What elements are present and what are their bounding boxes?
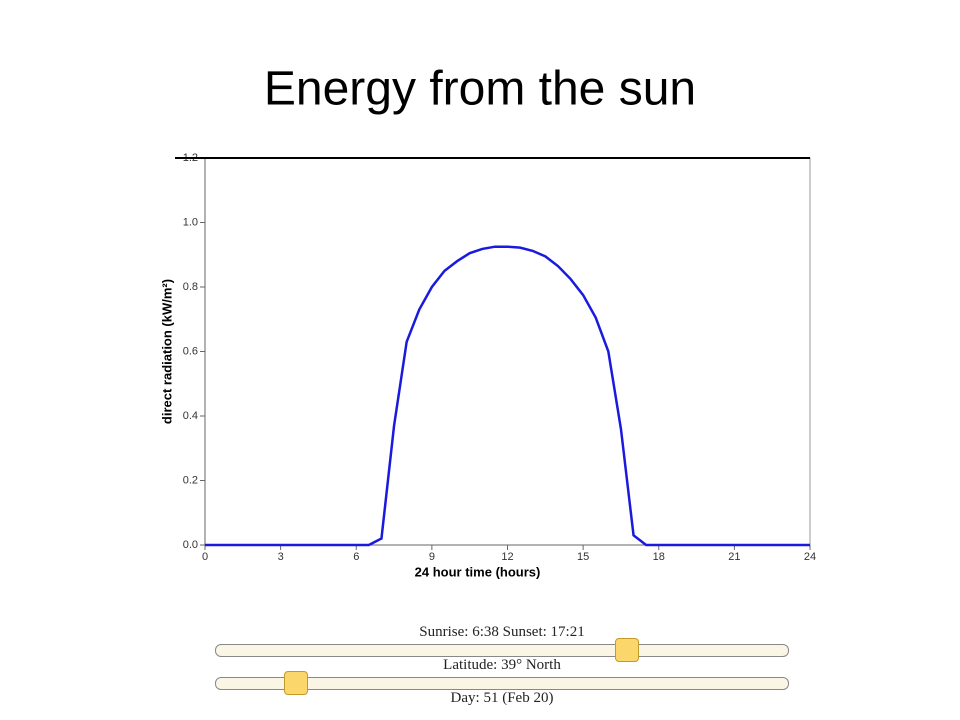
chart: Energy from the sun 0.00.20.40.60.81.01.…: [159, 63, 816, 580]
control-caption: Latitude: 39° North: [443, 657, 561, 673]
data-line: [205, 245, 810, 547]
x-axis-label: 24 hour time (hours): [415, 564, 541, 579]
x-tick-label: 9: [429, 551, 435, 563]
x-tick-label: 21: [728, 551, 740, 563]
y-tick-label: 0.0: [183, 539, 198, 551]
y-tick-label: 1.0: [183, 216, 198, 228]
x-tick-label: 24: [804, 551, 816, 563]
x-tick-label: 18: [653, 551, 665, 563]
x-tick-label: 3: [278, 551, 284, 563]
y-axis-label: direct radiation (kW/m²): [159, 279, 174, 424]
x-tick-label: 15: [577, 551, 589, 563]
x-tick-label: 0: [202, 551, 208, 563]
x-tick-label: 6: [353, 551, 359, 563]
slider-handle[interactable]: [284, 671, 308, 695]
slider[interactable]: [215, 638, 789, 662]
y-tick-label: 0.8: [183, 281, 198, 293]
y-tick-label: 0.2: [183, 474, 198, 486]
slider[interactable]: [215, 671, 789, 695]
control-caption: Day: 51 (Feb 20): [450, 690, 554, 706]
slide-title: Energy from the sun: [264, 63, 696, 116]
y-tick-label: 0.6: [183, 345, 198, 357]
x-tick-label: 12: [501, 551, 513, 563]
slider-handle[interactable]: [615, 638, 639, 662]
control-caption: Sunrise: 6:38 Sunset: 17:21: [419, 624, 585, 640]
plot-frame: [204, 157, 811, 546]
y-tick-label: 0.4: [183, 410, 198, 422]
